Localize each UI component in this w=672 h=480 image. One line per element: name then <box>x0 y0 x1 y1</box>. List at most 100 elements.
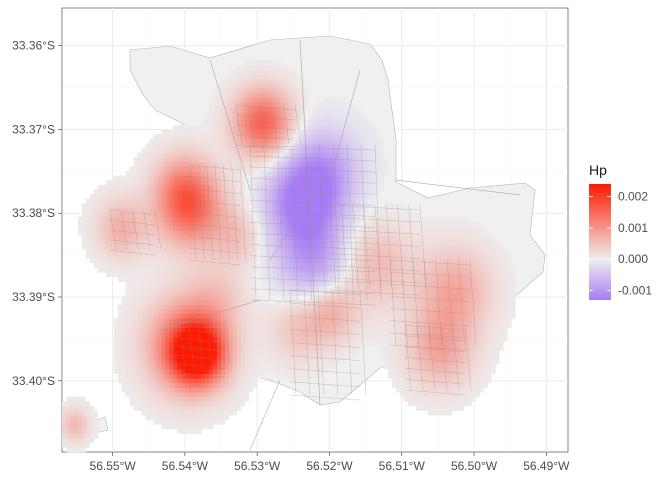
heat-cell <box>217 350 222 356</box>
heat-cell <box>268 290 274 296</box>
heat-cell <box>228 401 234 407</box>
heat-cell <box>129 221 134 227</box>
heat-cell <box>399 364 405 370</box>
heat-cell <box>129 286 134 292</box>
heat-cell <box>248 276 254 282</box>
heat-cell <box>368 267 373 273</box>
heat-cell <box>388 244 393 250</box>
heat-cell <box>264 258 270 264</box>
heat-cell <box>340 106 345 112</box>
heat-cell <box>236 313 242 319</box>
heat-cell <box>113 355 118 361</box>
heat-cell <box>217 115 222 121</box>
heat-cell <box>217 382 222 388</box>
heat-cell <box>256 189 262 195</box>
heat-cell <box>193 415 198 421</box>
heat-cell <box>69 442 75 448</box>
heat-cell <box>173 281 178 287</box>
heat-cell <box>240 396 246 402</box>
heat-cell <box>336 336 341 342</box>
heat-cell <box>201 327 206 333</box>
heat-cell <box>101 189 107 195</box>
heat-cell <box>157 396 162 402</box>
heat-cell <box>117 189 122 195</box>
heat-cell <box>372 295 377 301</box>
heat-cell <box>423 369 429 374</box>
heat-cell <box>284 341 289 347</box>
heat-cell <box>260 318 266 324</box>
heat-cell <box>352 313 357 319</box>
heat-cell <box>411 235 417 241</box>
heat-cell <box>276 230 281 236</box>
heat-cell <box>260 322 266 328</box>
heat-cell <box>280 161 285 167</box>
heat-cell <box>276 249 281 255</box>
heat-cell <box>232 152 238 158</box>
heat-cell <box>193 272 198 278</box>
heat-cell <box>348 134 353 139</box>
heat-cell <box>280 198 285 204</box>
heat-cell <box>213 249 218 255</box>
heat-cell <box>312 327 317 333</box>
heat-cell <box>427 286 433 292</box>
heat-cell <box>344 129 349 135</box>
heat-cell <box>177 134 182 139</box>
heat-cell <box>181 415 186 421</box>
heat-cell <box>316 346 321 351</box>
heat-cell <box>300 221 305 227</box>
heat-cell <box>177 378 182 384</box>
heat-cell <box>415 382 421 388</box>
heat-cell <box>117 212 122 218</box>
heat-cell <box>149 290 154 296</box>
heat-cell <box>284 74 289 80</box>
heat-cell <box>217 299 222 305</box>
heat-cell <box>129 350 134 356</box>
heat-cell <box>248 332 254 338</box>
heat-cell <box>213 106 218 112</box>
heat-cell <box>399 253 405 259</box>
heat-cell <box>173 299 178 305</box>
heat-cell <box>221 226 226 232</box>
heat-cell <box>185 276 190 282</box>
heat-cell <box>427 253 433 259</box>
heat-cell <box>197 166 202 172</box>
heat-cell <box>272 253 277 259</box>
heat-cell <box>209 212 214 218</box>
heat-cell <box>85 249 91 255</box>
heat-cell <box>384 221 389 227</box>
heat-cell <box>260 258 266 264</box>
heat-cell <box>300 327 305 333</box>
heat-cell <box>316 364 321 370</box>
heat-cell <box>292 88 297 93</box>
heat-cell <box>296 221 301 227</box>
heat-cell <box>145 281 150 287</box>
heat-cell <box>316 161 321 167</box>
heat-cell <box>137 203 142 209</box>
heat-cell <box>356 166 361 172</box>
heat-cell <box>272 111 277 116</box>
heat-cell <box>181 207 186 213</box>
heat-cell <box>153 309 158 315</box>
heat-cell <box>145 249 150 255</box>
heat-cell <box>268 240 274 245</box>
heat-cell <box>395 203 401 209</box>
heat-cell <box>312 290 317 296</box>
heat-cell <box>137 217 142 222</box>
heat-cell <box>328 189 333 195</box>
heat-cell <box>161 299 166 305</box>
heat-cell <box>391 263 397 268</box>
heat-cell <box>388 309 393 315</box>
heat-cell <box>340 166 345 172</box>
heat-cell <box>419 226 425 232</box>
heat-cell <box>209 387 214 393</box>
heat-cell <box>149 382 154 388</box>
heat-cell <box>280 364 285 370</box>
heat-cell <box>236 101 242 107</box>
heat-cell <box>197 235 202 241</box>
heat-cell <box>308 332 313 338</box>
heat-cell <box>129 304 134 310</box>
heat-cell <box>300 143 305 149</box>
heat-cell <box>248 309 254 315</box>
heat-cell <box>264 124 270 130</box>
heat-cell <box>280 111 285 116</box>
